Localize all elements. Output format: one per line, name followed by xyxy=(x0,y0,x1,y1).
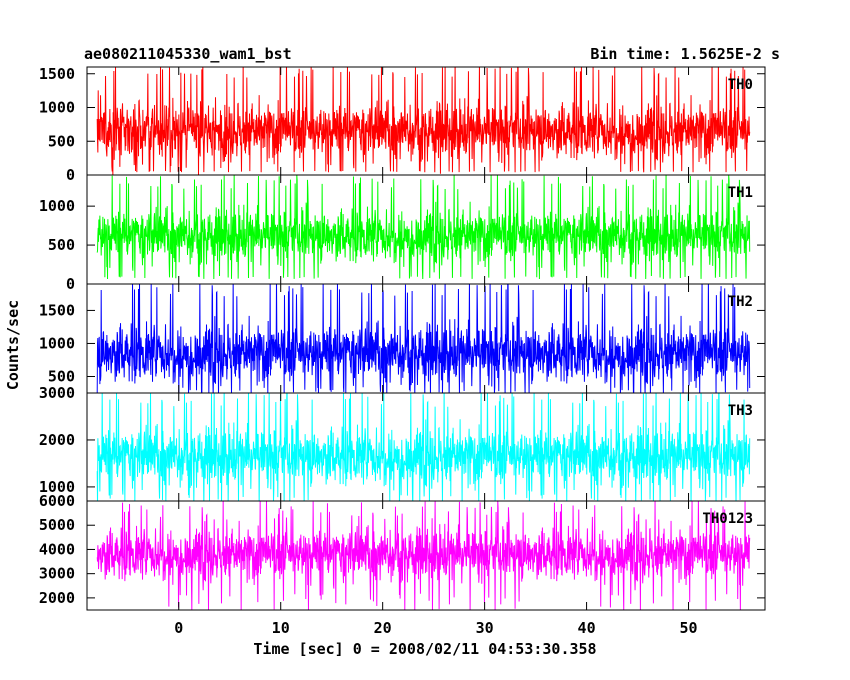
y-tick-label: 2000 xyxy=(39,431,75,449)
y-tick-label: 1500 xyxy=(39,301,75,319)
chart-title: ae080211045330_wam1_bst xyxy=(84,45,292,63)
panel-frame xyxy=(86,500,766,611)
y-tick-label: 1000 xyxy=(39,478,75,496)
series-th0123 xyxy=(96,501,751,610)
y-tick-label: 1000 xyxy=(39,99,75,117)
y-tick-label: 1500 xyxy=(39,65,75,83)
y-tick-label: 6000 xyxy=(39,492,75,510)
y-tick-label: 0 xyxy=(66,166,75,184)
panels: 0 500 1000 1500 TH0 0 500 1000 TH1 500 1000 1500 TH2… xyxy=(39,65,766,611)
series-th3 xyxy=(96,393,751,501)
y-tick-label: 0 xyxy=(66,275,75,293)
panel-th1: 0 500 1000 TH1 xyxy=(39,174,766,293)
series-th1 xyxy=(96,175,751,279)
y-tick-label: 500 xyxy=(48,132,75,150)
y-tick-label: 4000 xyxy=(39,540,75,558)
x-axis: 0 10 20 30 40 50 xyxy=(174,619,697,637)
y-tick-label: 1000 xyxy=(39,334,75,352)
x-tick-label: 0 xyxy=(174,619,183,637)
x-tick-label: 10 xyxy=(272,619,290,637)
panel-th2: 500 1000 1500 TH2 xyxy=(39,283,766,394)
x-tick-label: 20 xyxy=(374,619,392,637)
series-th0 xyxy=(96,67,751,175)
panel-name-label: TH2 xyxy=(728,294,753,310)
panel-th3: 1000 2000 3000 TH3 xyxy=(39,384,766,502)
y-tick-label: 1000 xyxy=(39,197,75,215)
x-tick-label: 30 xyxy=(476,619,494,637)
y-tick-label: 3000 xyxy=(39,565,75,583)
y-tick-label: 5000 xyxy=(39,516,75,534)
bin-time-label: Bin time: 1.5625E-2 s xyxy=(590,45,780,63)
series-th2 xyxy=(96,284,751,393)
panel-th0123: 2000 3000 4000 5000 6000 TH0123 xyxy=(39,492,766,611)
y-tick-label: 500 xyxy=(48,236,75,254)
y-tick-label: 500 xyxy=(48,367,75,385)
panel-name-label: TH0 xyxy=(728,77,753,93)
x-axis-label: Time [sec] 0 = 2008/02/11 04:53:30.358 xyxy=(253,640,596,658)
panel-name-label: TH3 xyxy=(728,403,753,419)
panel-name-label: TH1 xyxy=(728,185,753,201)
panel-name-label: TH0123 xyxy=(702,511,753,527)
x-tick-label: 50 xyxy=(680,619,698,637)
y-tick-label: 2000 xyxy=(39,589,75,607)
y-axis-label: Counts/sec xyxy=(4,300,22,390)
y-tick-label: 3000 xyxy=(39,384,75,402)
panel-th0: 0 500 1000 1500 TH0 xyxy=(39,65,766,184)
x-tick-label: 40 xyxy=(578,619,596,637)
